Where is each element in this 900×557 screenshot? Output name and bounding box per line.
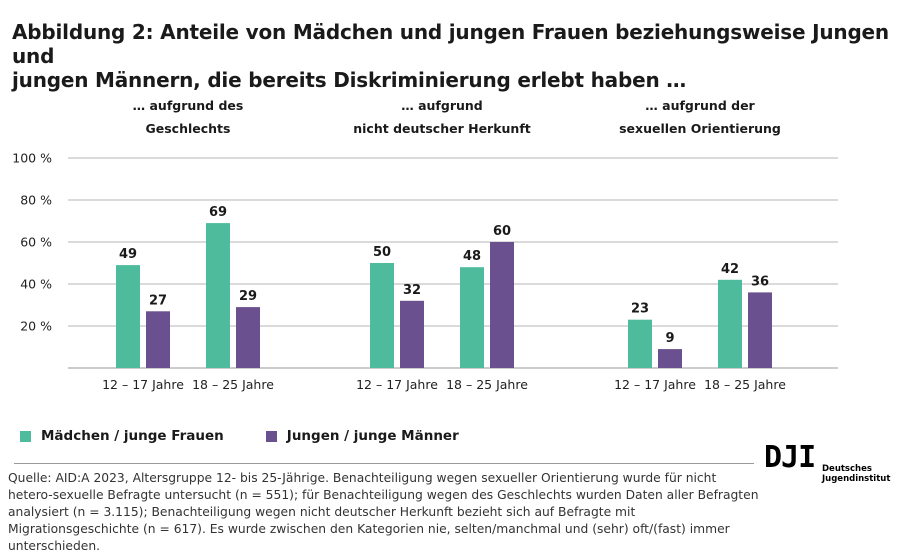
- bar-male: [236, 307, 260, 368]
- source-note: Quelle: AID:A 2023, Altersgruppe 12- bis…: [8, 471, 759, 553]
- group-header-line-2: nicht deutscher Herkunft: [353, 121, 531, 136]
- data-label: 42: [721, 262, 739, 277]
- dji-logo-line-1: Deutsches: [822, 464, 872, 474]
- legend-label-male: Jungen / junge Männer: [286, 428, 459, 444]
- data-label: 27: [149, 293, 167, 308]
- group-header-line-2: Geschlechts: [146, 121, 231, 136]
- x-tick-label: 18 – 25 Jahre: [704, 377, 786, 392]
- dji-logo: DJI Deutsches Jugendinstitut: [764, 440, 894, 490]
- y-tick-labels: 20 % 40 % 60 % 80 % 100 %: [12, 151, 52, 334]
- data-label: 9: [665, 331, 674, 346]
- chart-title-line-2: jungen Männern, die bereits Diskriminier…: [12, 68, 687, 92]
- y-tick-label: 100 %: [12, 151, 52, 166]
- x-tick-label: 18 – 25 Jahre: [446, 377, 528, 392]
- bar-male: [748, 292, 772, 368]
- data-label: 23: [631, 302, 649, 317]
- dji-logo-text: Deutsches Jugendinstitut: [822, 464, 890, 484]
- group-headers: … aufgrund des Geschlechts … aufgrund nicht…: [133, 98, 781, 136]
- data-labels: 49 27 69 29 50 32 48 60 23 9 42 36: [119, 205, 769, 346]
- bar-female: [460, 267, 484, 368]
- data-label: 50: [373, 245, 391, 260]
- x-tick-label: 12 – 17 Jahre: [102, 377, 184, 392]
- bar-chart: … aufgrund des Geschlechts … aufgrund nicht…: [12, 98, 838, 392]
- y-tick-label: 60 %: [20, 235, 52, 250]
- dji-logo-line-2: Jugendinstitut: [822, 474, 891, 484]
- chart-title-line-1: Abbildung 2: Anteile von Mädchen und jun…: [12, 20, 889, 68]
- bars: [116, 223, 772, 368]
- x-tick-labels: 12 – 17 Jahre 18 – 25 Jahre 12 – 17 Jahre 1…: [102, 377, 786, 392]
- group-header-line-2: sexuellen Orientierung: [619, 121, 781, 136]
- group-header-line-1: … aufgrund des: [133, 98, 244, 113]
- legend-swatch-male: [265, 430, 277, 442]
- bar-male: [400, 300, 424, 368]
- y-tick-label: 40 %: [20, 277, 52, 292]
- legend-swatch-female: [20, 430, 31, 442]
- x-tick-label: 12 – 17 Jahre: [614, 377, 696, 392]
- bar-female: [718, 279, 742, 368]
- chart-title: Abbildung 2: Anteile von Mädchen und jun…: [12, 20, 892, 92]
- source-divider: [14, 463, 754, 464]
- data-label: 36: [751, 274, 769, 289]
- bar-female: [116, 265, 140, 368]
- data-label: 29: [239, 289, 257, 304]
- bar-male: [146, 311, 170, 368]
- grid-layer: [68, 157, 838, 369]
- data-label: 32: [403, 283, 421, 298]
- data-label: 69: [209, 205, 227, 220]
- legend-item-female: Mädchen / junge Frauen: [20, 428, 224, 444]
- bar-male: [490, 242, 514, 368]
- data-label: 60: [493, 224, 511, 239]
- x-tick-label: 12 – 17 Jahre: [356, 377, 438, 392]
- y-tick-label: 20 %: [20, 319, 52, 334]
- legend: Mädchen / junge Frauen Jungen / junge Mä…: [20, 428, 501, 444]
- bar-male: [658, 349, 682, 368]
- bar-female: [206, 223, 230, 368]
- bar-female: [628, 319, 652, 368]
- group-header-line-1: … aufgrund: [401, 98, 482, 113]
- y-tick-label: 80 %: [20, 193, 52, 208]
- data-label: 48: [463, 249, 481, 264]
- group-header-line-1: … aufgrund der: [645, 98, 755, 113]
- dji-logo-mark: DJI: [764, 440, 816, 475]
- x-tick-label: 18 – 25 Jahre: [192, 377, 274, 392]
- data-label: 49: [119, 247, 137, 262]
- legend-label-female: Mädchen / junge Frauen: [41, 428, 224, 444]
- bar-female: [370, 263, 394, 368]
- legend-item-male: Jungen / junge Männer: [265, 428, 459, 444]
